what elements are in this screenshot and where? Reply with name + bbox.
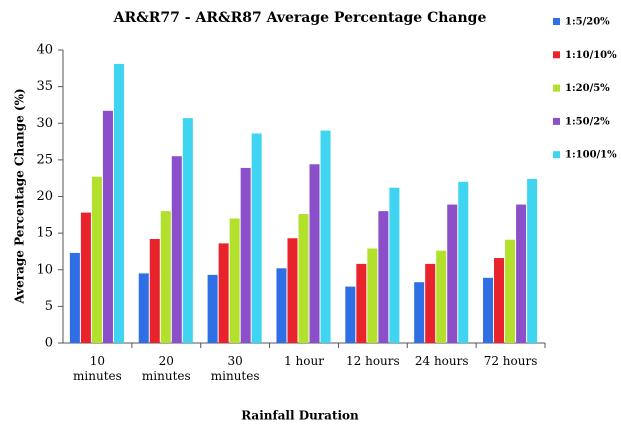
bar	[182, 118, 193, 343]
legend-swatch	[553, 51, 560, 59]
legend-label: 1:50/2%	[565, 116, 610, 127]
bar	[298, 214, 309, 343]
bar	[309, 164, 320, 343]
legend-label: 1:5/20%	[565, 17, 610, 28]
bar	[229, 218, 240, 343]
x-tick-label: 10 minutes	[73, 354, 122, 383]
bar	[160, 211, 171, 343]
y-tick-label: 35	[36, 79, 53, 94]
bar	[149, 238, 160, 343]
bar	[447, 204, 458, 343]
y-tick-label: 5	[45, 299, 53, 314]
y-tick-label: 20	[36, 189, 53, 204]
legend-label: 1:100/1%	[565, 150, 617, 161]
bar	[367, 248, 378, 343]
bar	[276, 268, 287, 343]
bar	[320, 130, 331, 343]
bar	[483, 277, 494, 343]
x-tick-label: 12 hours	[346, 354, 400, 368]
x-tick-label: 30 minutes	[210, 354, 260, 383]
bar	[436, 250, 447, 343]
bar	[505, 239, 516, 343]
bar	[218, 243, 229, 343]
bar	[425, 263, 436, 343]
y-tick-label: 25	[36, 152, 53, 167]
bar	[458, 181, 469, 343]
bar	[378, 211, 389, 343]
bar	[494, 258, 505, 343]
legend-swatch	[553, 117, 560, 125]
bar	[356, 263, 367, 343]
bar	[389, 187, 400, 343]
bar	[516, 204, 527, 343]
x-tick-label: 20 minutes	[141, 354, 191, 383]
x-tick-label: 72 hours	[483, 354, 538, 368]
bar	[171, 156, 182, 343]
y-axis-label: Average Percentage Change (%)	[13, 88, 27, 304]
bar	[287, 238, 298, 343]
bar	[102, 110, 113, 343]
x-tick-label: 24 hours	[414, 354, 469, 368]
x-tick-label: 1 hour	[284, 354, 324, 368]
bar	[69, 252, 80, 343]
bar	[240, 167, 251, 343]
bar	[207, 274, 218, 343]
y-tick-label: 0	[45, 336, 53, 351]
bar	[80, 212, 91, 343]
x-axis-label: Rainfall Duration	[241, 409, 359, 423]
bar	[113, 63, 124, 343]
chart-title: AR&R77 - AR&R87 Average Percentage Chang…	[113, 10, 487, 26]
y-tick-label: 40	[36, 43, 53, 58]
bar	[251, 133, 262, 343]
bar	[527, 178, 538, 343]
bar	[91, 176, 102, 343]
legend-label: 1:10/10%	[565, 50, 617, 61]
y-tick-label: 15	[36, 226, 53, 241]
legend-swatch	[553, 84, 560, 92]
legend-swatch	[553, 151, 560, 159]
y-tick-label: 10	[36, 262, 53, 277]
legend-swatch	[553, 18, 560, 25]
bar	[345, 286, 356, 343]
bar	[414, 282, 425, 343]
legend-label: 1:20/5%	[565, 83, 610, 94]
bar	[138, 273, 149, 343]
y-tick-label: 30	[36, 116, 53, 131]
